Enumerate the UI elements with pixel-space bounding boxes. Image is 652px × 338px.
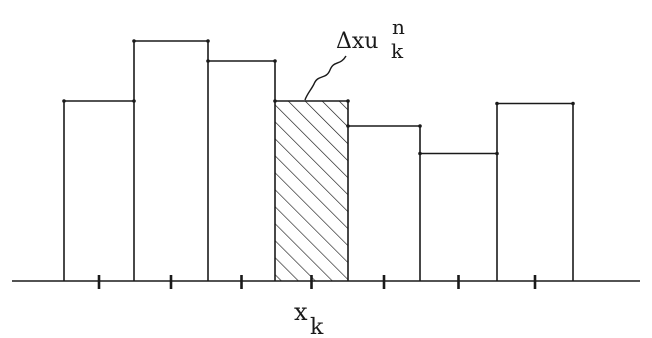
cell-3-corner-right [273, 59, 277, 63]
cell-7-corner-left [495, 101, 499, 106]
cell-5-corner-right [418, 124, 422, 128]
cell-6-corner-right [495, 151, 499, 156]
cell-5-corner-left [346, 124, 350, 128]
center-ticks-group [97, 275, 537, 289]
axis-label-base: x [294, 298, 308, 326]
shaded-cell-4-hatch [275, 101, 348, 281]
leader-line [304, 55, 347, 101]
cell-3-corner-left [206, 59, 210, 63]
axis-label-xk: x k [294, 298, 324, 338]
axis-label-subscript: k [310, 315, 324, 338]
cell-6-corner-left [418, 151, 422, 156]
shaded-label-subscript: k [391, 39, 404, 63]
cell-1-corner-left [62, 99, 66, 103]
shaded-label-prefix: Δxu [336, 29, 378, 54]
cells-group [62, 39, 575, 281]
shaded-cell-label: Δxu n k [336, 15, 405, 63]
cell-4-corner-left [273, 99, 277, 103]
shaded-label-superscript: n [392, 15, 405, 39]
cell-4-corner-right [346, 99, 350, 103]
cell-2-corner-left [132, 39, 136, 43]
cell-2-corner-right [206, 39, 210, 43]
cell-1-corner-right [132, 99, 136, 103]
cell-7-corner-right [571, 101, 575, 106]
